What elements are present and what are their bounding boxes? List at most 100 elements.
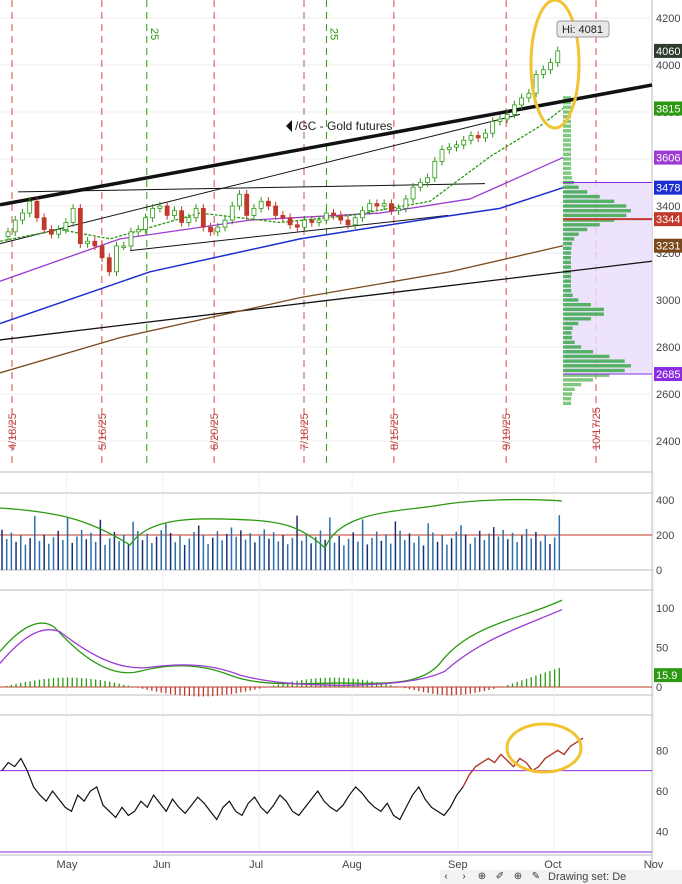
profile-bar [563,241,573,246]
profile-bar [563,147,572,152]
month-label: Oct [544,859,561,871]
profile-bar [563,345,582,349]
month-label: Aug [342,859,362,871]
candle-body [27,200,33,214]
price-badge [654,150,682,165]
profile-bar [563,350,594,354]
channel-line [0,113,521,245]
profile-bar [563,335,573,340]
price-badge-label: 3231 [656,241,680,253]
candle-body [294,224,300,228]
profile-bar [563,209,631,213]
rsi-tick-label: 60 [656,786,668,798]
month-label: Jul [249,859,263,871]
profile-bar [563,133,571,138]
resistance-line [17,183,486,193]
profile-bar [563,265,572,269]
candle-body [41,217,47,230]
candle-body [302,219,307,228]
profile-bar [563,317,591,321]
symbol-label: /GC - Gold futures [295,119,392,133]
date-marker-label: 6/20/25 [209,413,221,450]
profile-bar [563,373,610,377]
volume-bars [0,498,652,570]
profile-bar [563,138,571,142]
profile-bar [563,190,588,194]
profile-bar [563,213,627,218]
candle-body [99,245,105,259]
price-badge [654,238,682,253]
profile-bar [563,129,571,133]
profile-bar [563,143,571,147]
profile-bar [563,298,579,302]
scroll-left-icon[interactable]: ‹ [444,871,448,882]
date-marker-label: 10/17/25 [591,407,603,450]
rsi-highlight-ellipse [505,722,583,774]
profile-bar [563,166,572,171]
price-tick-label: 3000 [656,295,680,307]
candle-body [273,205,279,216]
price-badge-label: 4060 [656,46,680,58]
profile-bar [563,260,572,265]
price-highlight-ellipse [529,0,581,130]
candle-body [483,132,488,139]
sma200-line [0,245,564,374]
profile-bar [563,303,591,307]
profile-bar [563,176,573,180]
candle-body [338,214,344,221]
price-badge-label: 2685 [656,369,680,381]
candle-body [200,207,206,228]
candle-body [49,229,54,235]
candle-body [331,212,336,216]
profile-bar [563,312,604,316]
profile-bar [563,162,572,166]
candle-body [526,92,532,99]
profile-bar [563,331,572,335]
candle-body [490,121,496,134]
candle-body [417,182,423,188]
candle-body [309,219,315,223]
bottom-toolbar: ‹ › ⊕ ✐ ⊕ ✎ Drawing set: De [440,870,682,884]
date-marker-label: 4/18/25 [7,413,19,450]
candle-body [446,146,452,150]
profile-bar [563,401,572,406]
price-tick-label: 4000 [656,60,680,72]
candle-body [461,139,467,146]
date-marker-label: 9/19/25 [501,413,513,450]
profile-bar [563,124,571,128]
candle-body [121,245,127,248]
candle-body [77,207,83,245]
profile-bar [563,293,573,297]
candle-body [186,217,192,223]
profile-bar [563,256,572,260]
macd-tick-label: 0 [656,682,662,694]
pencil-icon[interactable]: ✎ [531,871,541,882]
green-marker-label: 25 [327,28,339,40]
month-label: Sep [448,859,468,871]
candle-body [251,207,257,216]
price-badge [654,180,682,195]
candle-body [208,226,213,233]
candle-body [92,240,98,247]
profile-bar [563,223,600,227]
candle-body [193,207,199,219]
candle-body [20,212,25,221]
crosshair-icon[interactable]: ⊕ [513,871,523,882]
candle-body [70,207,76,223]
zoom-in-icon[interactable]: ⊕ [477,871,487,882]
candle-body [258,200,264,209]
rsi-tick-label: 80 [656,745,668,757]
profile-bar [563,274,572,279]
candle-body [403,198,409,209]
candle-body [157,205,163,209]
annotation-icon[interactable]: ✐ [495,871,505,882]
candle-body [381,203,387,207]
candle-body [555,50,561,64]
rsi-overbought-line [462,737,584,788]
scroll-right-icon[interactable]: › [462,871,466,882]
price-badge [654,101,682,116]
price-badge [654,212,682,227]
month-label: Jun [153,859,171,871]
macd-tick-label: 50 [656,643,668,655]
